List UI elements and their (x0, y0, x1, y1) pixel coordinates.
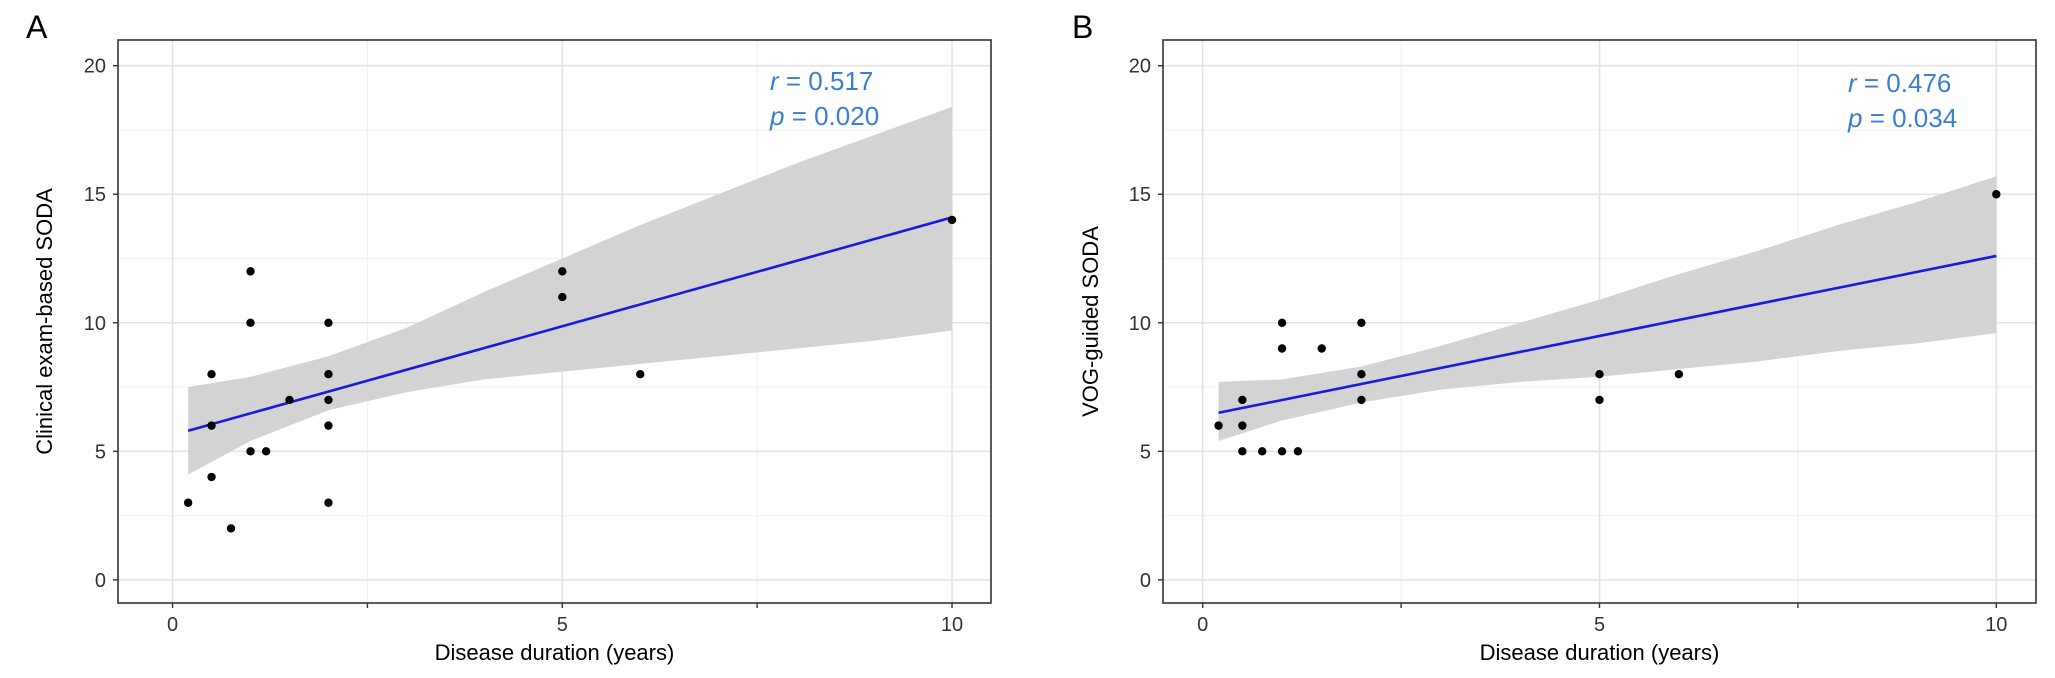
y-tick-label: 20 (84, 56, 106, 78)
data-point (246, 267, 255, 276)
data-point (1293, 447, 1303, 456)
data-point (636, 370, 645, 379)
correlation-annotation: r = 0.476 (1848, 68, 1951, 98)
data-point (324, 318, 333, 327)
p-value: = 0.034 (1862, 103, 1957, 133)
y-tick-label: 5 (95, 441, 106, 463)
data-point (1258, 447, 1267, 456)
regression-line (1218, 254, 1997, 415)
x-tick-label: 5 (557, 614, 568, 636)
data-point (324, 498, 333, 507)
data-point (1357, 318, 1366, 327)
data-point (1595, 395, 1604, 405)
data-point (207, 472, 216, 482)
chart-panel-b: 0 5 10 0 5 10 15 20 Disease duration (years) VOG-… (1072, 9, 2037, 665)
data-point (1595, 370, 1604, 379)
data-point (1277, 447, 1287, 456)
x-tick-label: 10 (1985, 614, 2007, 636)
data-point (558, 267, 567, 276)
data-point (1277, 318, 1287, 327)
correlation-annotation: r = 0.517 (770, 66, 873, 96)
x-tick-label: 10 (941, 614, 963, 636)
chart-panel-a: 0 5 10 0 5 10 15 20 Disease duration (years) Clin… (26, 9, 992, 665)
data-point (226, 524, 236, 533)
y-tick-label: 10 (84, 313, 106, 335)
p-symbol: p (1847, 103, 1862, 133)
y-tick-label: 0 (1140, 570, 1151, 592)
data-point (1238, 447, 1247, 456)
y-axis-title: Clinical exam-based SODA (32, 188, 57, 455)
confidence-band (188, 106, 953, 475)
data-point (1674, 370, 1684, 379)
data-point (183, 498, 193, 507)
data-point (324, 421, 333, 430)
x-axis-title: Disease duration (years) (435, 640, 675, 665)
data-point (1214, 421, 1223, 430)
data-point (1238, 395, 1247, 405)
panel-label: A (26, 9, 48, 45)
data-point (285, 395, 294, 405)
data-point (1992, 190, 2001, 199)
data-point (1357, 395, 1366, 405)
data-point (1317, 344, 1326, 353)
panel-label: B (1072, 9, 1093, 45)
data-point (1357, 370, 1366, 379)
p-value-annotation: p = 0.034 (1847, 103, 1957, 133)
p-symbol: p (769, 101, 784, 131)
data-point (324, 395, 333, 405)
y-axis-title: VOG-guided SODA (1078, 226, 1103, 417)
r-value: = 0.476 (1857, 68, 1952, 98)
r-symbol: r (770, 66, 780, 96)
data-point (947, 215, 957, 225)
y-tick-label: 15 (84, 184, 106, 206)
p-value: = 0.020 (784, 101, 879, 131)
data-point (207, 421, 216, 430)
y-tick-label: 20 (1129, 56, 1151, 78)
data-point (246, 318, 255, 327)
data-point (324, 370, 333, 379)
data-point (246, 447, 255, 456)
regression-line (187, 216, 953, 433)
x-tick-label: 0 (1197, 614, 1208, 636)
x-tick-label: 5 (1594, 614, 1605, 636)
y-tick-label: 10 (1129, 313, 1151, 335)
data-point (1238, 421, 1247, 430)
p-value-annotation: p = 0.020 (769, 101, 879, 131)
y-tick-label: 0 (95, 570, 106, 592)
data-point (558, 292, 567, 302)
y-tick-label: 15 (1129, 184, 1151, 206)
r-symbol: r (1848, 68, 1858, 98)
y-tick-label: 5 (1140, 441, 1151, 463)
data-point (1277, 344, 1287, 353)
plot-border (117, 39, 992, 604)
data-point (207, 370, 216, 379)
data-point (261, 447, 271, 456)
r-value: = 0.517 (779, 66, 874, 96)
x-axis-title: Disease duration (years) (1480, 640, 1720, 665)
x-tick-label: 0 (167, 614, 178, 636)
